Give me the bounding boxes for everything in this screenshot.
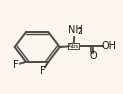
Text: OH: OH [102,41,117,51]
Text: 2: 2 [77,27,82,36]
Text: F: F [40,66,46,76]
Text: Abs: Abs [68,44,79,49]
Text: NH: NH [68,25,82,35]
Text: F: F [13,60,19,70]
FancyBboxPatch shape [68,44,79,49]
Text: O: O [89,51,97,61]
